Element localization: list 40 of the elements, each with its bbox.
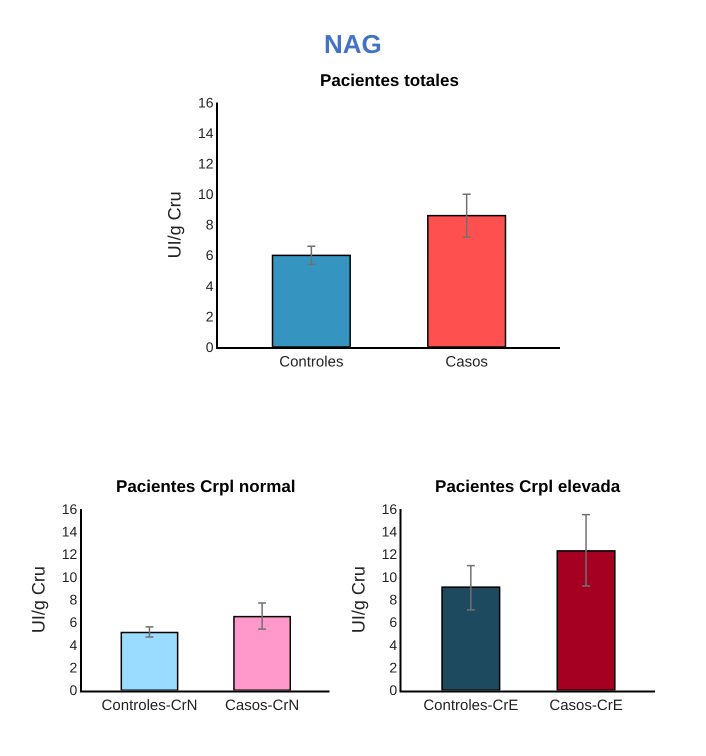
y-tick-label: 6 — [389, 614, 398, 630]
chart-title: Pacientes totales — [320, 71, 459, 90]
y-tick-label: 6 — [206, 247, 214, 264]
chart-title: Pacientes Crpl normal — [116, 477, 296, 496]
x-tick-label: Casos — [445, 354, 488, 371]
y-tick-label: 12 — [62, 546, 78, 562]
y-tick-label: 4 — [70, 636, 78, 653]
y-tick-label: 0 — [206, 338, 214, 355]
y-tick-label: 2 — [70, 660, 78, 676]
y-tick-label: 2 — [389, 660, 398, 676]
x-tick-label: Casos-CrE — [549, 697, 623, 714]
y-tick-label: 12 — [198, 156, 214, 172]
y-tick-label: 4 — [206, 278, 214, 294]
y-tick-label: 10 — [198, 186, 214, 202]
y-tick-label: 14 — [198, 125, 214, 142]
y-tick-label: 16 — [198, 94, 214, 111]
y-tick-label: 0 — [70, 682, 78, 698]
y-tick-label: 14 — [62, 524, 78, 540]
text: NAG — [324, 29, 382, 59]
x-tick-label: Casos-CrN — [225, 697, 300, 714]
y-tick-label: 8 — [70, 592, 78, 608]
y-tick-label: 14 — [382, 524, 398, 540]
x-tick-label: Controles-CrE — [423, 697, 518, 714]
x-tick-label: Controles — [279, 354, 344, 371]
x-tick-label: Controles-CrN — [102, 697, 198, 714]
y-axis-title: UI/g Cru — [164, 191, 185, 258]
y-tick-label: 8 — [206, 216, 214, 233]
y-tick-label: 6 — [70, 614, 78, 630]
y-tick-label: 0 — [389, 682, 398, 698]
y-tick-label: 12 — [382, 546, 398, 562]
y-tick-label: 8 — [389, 592, 398, 608]
y-axis-title: UI/g Cru — [28, 566, 48, 634]
y-tick-label: 16 — [382, 500, 398, 517]
y-tick-label: 10 — [382, 568, 398, 585]
chart-title: Pacientes Crpl elevada — [435, 477, 621, 496]
y-tick-label: 10 — [62, 568, 78, 585]
y-tick-label: 16 — [62, 500, 78, 517]
y-tick-label: 4 — [389, 636, 398, 653]
y-tick-label: 2 — [206, 308, 214, 324]
y-axis-title: UI/g Cru — [348, 566, 368, 634]
